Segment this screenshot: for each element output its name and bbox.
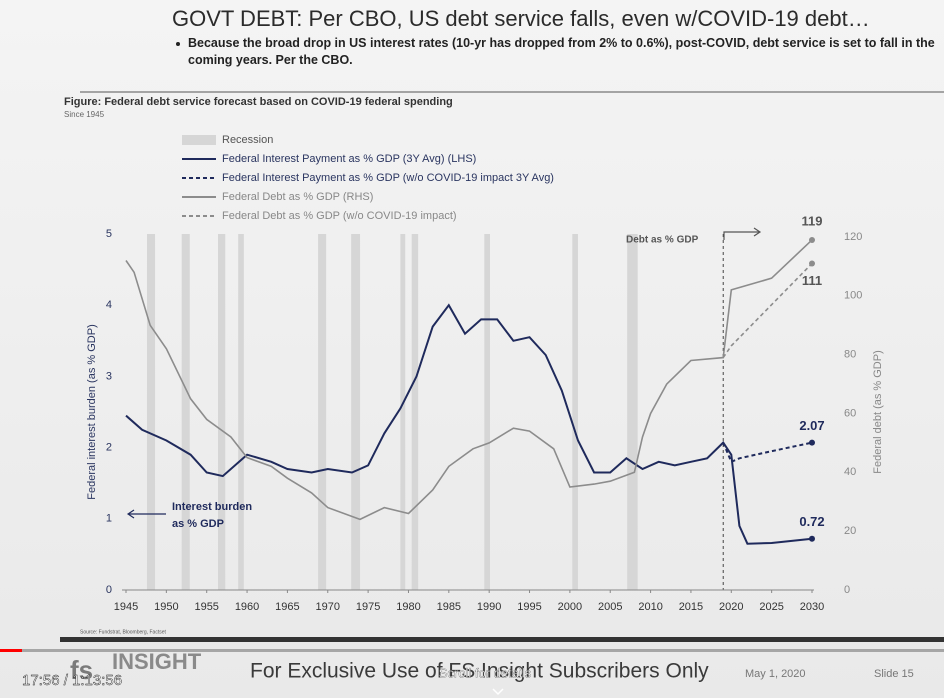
slide-title: GOVT DEBT: Per CBO, US debt service fall… bbox=[172, 6, 870, 31]
value-label: 119 bbox=[802, 213, 823, 228]
player-time: 17:56 / 1:13:56 bbox=[22, 672, 122, 689]
recession-band bbox=[484, 234, 490, 590]
end-point bbox=[809, 260, 815, 267]
legend-label: Federal Interest Payment as % GDP (3Y Av… bbox=[222, 153, 476, 165]
scroll-chevron[interactable] bbox=[492, 688, 504, 696]
footer-bar bbox=[60, 637, 944, 642]
annotation: Interest burden bbox=[172, 501, 252, 513]
brand: INSIGHT bbox=[112, 649, 202, 674]
chart-title: Figure: Federal debt service forecast ba… bbox=[64, 96, 453, 108]
legend-label: Federal Interest Payment as % GDP (w/o C… bbox=[222, 172, 554, 184]
bullet-text: Because the broad drop in US interest ra… bbox=[188, 36, 935, 67]
end-point bbox=[809, 236, 815, 243]
x-tick-label: 2000 bbox=[558, 601, 582, 613]
recession-band bbox=[146, 234, 156, 590]
scroll-hint[interactable]: Scroll for details bbox=[439, 665, 532, 680]
series-line bbox=[125, 239, 813, 521]
series-line bbox=[722, 262, 813, 359]
y2-axis-label: Federal debt (as % GDP) bbox=[872, 350, 884, 474]
y-tick-label: 2 bbox=[106, 442, 112, 454]
x-tick-label: 2005 bbox=[598, 601, 622, 613]
legend-label: Federal Debt as % GDP (w/o COVID-19 impa… bbox=[222, 210, 457, 222]
bullet-box: Because the broad drop in US interest ra… bbox=[188, 36, 935, 67]
x-tick-label: 1990 bbox=[477, 601, 501, 613]
source: Source: Fundstrat, Bloomberg, Factset bbox=[80, 629, 166, 635]
end-point bbox=[809, 439, 815, 446]
x-tick-label: 1945 bbox=[114, 601, 138, 613]
annotation: as % GDP bbox=[172, 518, 224, 530]
legend-label: Recession bbox=[222, 134, 273, 146]
x-tick-label: 1975 bbox=[356, 601, 380, 613]
x-tick-label: 1960 bbox=[235, 601, 259, 613]
x-tick-label: 2025 bbox=[759, 601, 783, 613]
recession-band bbox=[351, 234, 361, 590]
x-tick-label: 1970 bbox=[316, 601, 340, 613]
y2-tick-label: 20 bbox=[844, 525, 856, 537]
series-line bbox=[722, 441, 813, 464]
annotation-arrow bbox=[723, 227, 762, 240]
legend-swatch bbox=[182, 135, 216, 145]
recession-band bbox=[181, 234, 190, 590]
x-tick-label: 2020 bbox=[719, 601, 743, 613]
progress-played[interactable] bbox=[0, 649, 22, 652]
recession-band bbox=[218, 234, 226, 590]
value-label: 2.07 bbox=[799, 418, 824, 433]
y2-tick-label: 0 bbox=[844, 584, 850, 596]
x-tick-label: 1980 bbox=[396, 601, 420, 613]
y2-tick-label: 120 bbox=[844, 231, 862, 243]
chart-subtitle: Since 1945 bbox=[64, 110, 105, 119]
x-tick-label: 1965 bbox=[275, 601, 299, 613]
recession-band bbox=[318, 234, 327, 590]
y-tick-label: 1 bbox=[106, 513, 112, 525]
footer-date: May 1, 2020 bbox=[745, 668, 806, 680]
plot: 1945 1950 1955 1960 1965 1970 1975 1980 1985 1990… bbox=[86, 134, 884, 613]
value-label: 111 bbox=[802, 273, 822, 288]
x-tick-label: 1950 bbox=[154, 601, 178, 613]
logo: fs bbox=[70, 655, 93, 685]
recession-band bbox=[411, 234, 419, 590]
y-tick-label: 4 bbox=[106, 299, 112, 311]
bullet-dot bbox=[176, 42, 180, 46]
recession-band bbox=[627, 234, 638, 590]
annotation-arrow bbox=[126, 509, 166, 519]
x-tick-label: 1995 bbox=[517, 601, 541, 613]
annotation: Debt as % GDP bbox=[626, 235, 699, 246]
y2-tick-label: 80 bbox=[844, 349, 856, 361]
x-tick-label: 2010 bbox=[638, 601, 662, 613]
x-tick-label: 2030 bbox=[800, 601, 824, 613]
x-tick-label: 1955 bbox=[194, 601, 218, 613]
x-tick-label: 2015 bbox=[679, 601, 703, 613]
legend-label: Federal Debt as % GDP (RHS) bbox=[222, 191, 373, 203]
recession-band bbox=[572, 234, 578, 590]
y2-tick-label: 100 bbox=[844, 290, 862, 302]
series-line bbox=[125, 303, 813, 545]
y2-tick-label: 40 bbox=[844, 466, 856, 478]
y2-tick-label: 60 bbox=[844, 407, 856, 419]
y-tick-label: 0 bbox=[106, 584, 112, 596]
recession-band bbox=[400, 234, 406, 590]
y-tick-label: 5 bbox=[106, 228, 112, 240]
footer-tagline: For Exclusive Use of FS Insight Subscrib… bbox=[250, 660, 709, 683]
y-tick-label: 3 bbox=[106, 370, 112, 382]
recession-band bbox=[238, 234, 244, 590]
y-axis-label: Federal interest burden (as % GDP) bbox=[86, 324, 98, 499]
x-tick-label: 1985 bbox=[437, 601, 461, 613]
footer-slide: Slide 15 bbox=[874, 668, 914, 680]
value-label: 0.72 bbox=[799, 514, 824, 529]
progress-track[interactable] bbox=[0, 649, 944, 652]
end-point bbox=[809, 535, 815, 542]
